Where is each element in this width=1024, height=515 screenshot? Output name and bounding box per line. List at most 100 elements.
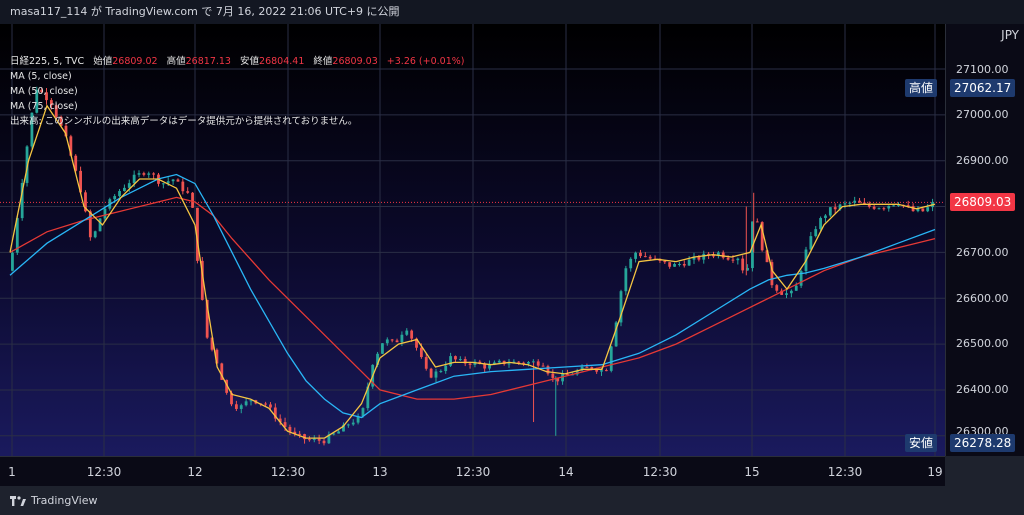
candle-body	[629, 258, 633, 269]
candle-body	[867, 203, 871, 207]
candle-body	[692, 256, 696, 260]
candle-body	[429, 368, 433, 378]
candle-body	[186, 191, 190, 193]
candle-body	[600, 370, 603, 372]
candle-body	[814, 229, 818, 237]
brand-name: TradingView	[31, 494, 98, 507]
high-value: 26817.13	[185, 56, 231, 67]
candle-body	[454, 356, 457, 360]
candle-body	[93, 231, 97, 238]
x-tick: 12:30	[827, 465, 863, 479]
candle-body	[741, 258, 745, 271]
open-value: 26809.02	[112, 56, 158, 67]
candle-body	[332, 433, 336, 435]
candle-body	[293, 431, 297, 434]
x-tick: 15	[744, 465, 760, 479]
candle-body	[449, 356, 452, 366]
candle-body	[410, 330, 414, 339]
candle-body	[877, 208, 881, 210]
ma5-legend[interactable]: MA (5, close)	[10, 71, 72, 82]
candle-body	[283, 422, 287, 427]
x-tick: 12:30	[642, 465, 678, 479]
candle-body	[858, 200, 861, 203]
candle-body	[760, 222, 764, 251]
close-value: 26809.03	[332, 56, 378, 67]
candle-body	[161, 183, 165, 185]
y-tick: 26700.00	[956, 246, 1009, 259]
high-label: 高値	[166, 56, 186, 67]
candle-body	[59, 116, 63, 126]
chart-svg[interactable]	[0, 24, 945, 456]
time-axis[interactable]: 1 12:30 12 12:30 13 12:30 14 12:30 15 12…	[0, 456, 945, 487]
candle-body	[824, 215, 827, 219]
x-tick: 13	[372, 465, 388, 479]
candle-body	[342, 424, 345, 432]
candle-body	[780, 290, 784, 295]
candle-body	[921, 208, 925, 212]
candle-body	[249, 400, 253, 402]
low-value: 26804.41	[259, 56, 305, 67]
candle-body	[123, 187, 126, 192]
candle-body	[69, 136, 73, 156]
candle-body	[171, 179, 175, 182]
tradingview-logo[interactable]: TradingView	[10, 486, 97, 515]
candle-body	[49, 100, 53, 106]
ohlc-row: 日経225, 5, TVC 始値26809.02 高値26817.13 安値26…	[10, 54, 464, 69]
candle-body	[419, 347, 423, 358]
x-tick: 1	[8, 465, 16, 479]
open-label: 始値	[93, 56, 113, 67]
candle-body	[424, 357, 428, 369]
candle-body	[468, 363, 472, 365]
ma75-legend[interactable]: MA (75, close)	[10, 101, 78, 112]
close-label: 終値	[313, 56, 333, 67]
ma50-legend[interactable]: MA (50, close)	[10, 86, 78, 97]
y-tick: 27000.00	[956, 108, 1009, 121]
candle-body	[551, 373, 555, 378]
candle-body	[88, 211, 92, 238]
candle-body	[400, 334, 404, 343]
candle-body	[312, 438, 316, 440]
candle-body	[580, 366, 584, 371]
candle-body	[366, 386, 370, 409]
candle-body	[702, 253, 706, 260]
candle-body	[887, 205, 891, 209]
candle-body	[205, 299, 209, 338]
candle-body	[20, 182, 24, 219]
publish-title: masa117_114 が TradingView.com で 7月 16, 2…	[10, 5, 400, 18]
candle-body	[853, 200, 857, 203]
candle-body	[15, 218, 19, 253]
candle-body	[546, 366, 550, 374]
candle-body	[721, 252, 725, 258]
candle-body	[848, 202, 852, 204]
candle-body	[317, 438, 321, 441]
candle-body	[376, 353, 379, 365]
candle-body	[595, 368, 599, 372]
candle-body	[166, 181, 170, 184]
candle-body	[434, 371, 438, 378]
y-tick: 27100.00	[956, 63, 1009, 76]
low-marker-label: 安値	[905, 434, 938, 452]
candle-body	[697, 256, 701, 260]
tradingview-logo-icon	[10, 495, 26, 506]
ma5-line	[9, 104, 936, 439]
candle-body	[624, 268, 628, 292]
candle-body	[892, 205, 896, 207]
candle-body	[712, 255, 715, 257]
candle-body	[609, 346, 613, 371]
candle-body	[264, 403, 267, 405]
candle-body	[541, 365, 545, 367]
candle-body	[147, 173, 151, 175]
candle-body	[11, 252, 14, 271]
y-tick: 26500.00	[956, 337, 1009, 350]
candle-body	[906, 205, 910, 207]
candle-body	[54, 105, 58, 117]
candle-body	[220, 363, 224, 380]
candle-body	[561, 374, 564, 382]
x-tick: 12	[187, 465, 203, 479]
price-chart[interactable]: 日経225, 5, TVC 始値26809.02 高値26817.13 安値26…	[0, 24, 945, 456]
candle-body	[74, 155, 78, 171]
candle-body	[575, 370, 579, 375]
candle-body	[872, 206, 876, 209]
candle-body	[64, 125, 68, 137]
candle-body	[225, 379, 229, 393]
